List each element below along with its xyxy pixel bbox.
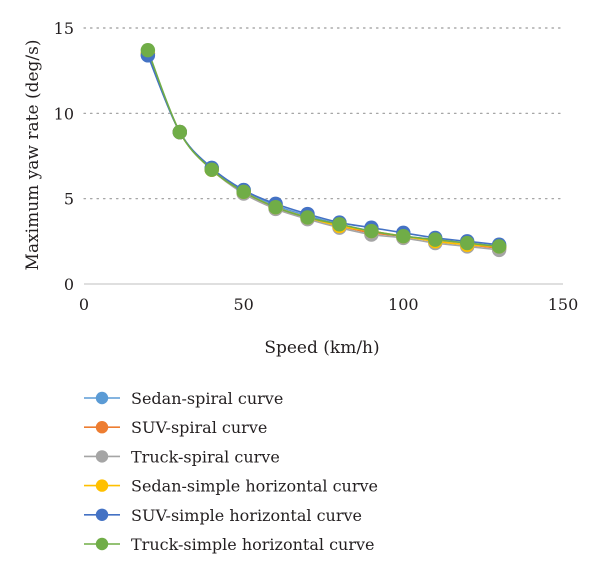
legend-item: Sedan-simple horizontal curve xyxy=(84,477,378,496)
legend-marker xyxy=(95,391,109,405)
legend-marker xyxy=(95,537,109,551)
legend-label: SUV-spiral curve xyxy=(131,418,267,437)
x-tick-label: 100 xyxy=(388,295,419,314)
data-point xyxy=(268,200,283,215)
legend-marker xyxy=(95,508,109,521)
data-point xyxy=(204,162,219,177)
data-point xyxy=(396,229,411,244)
x-tick-label: 50 xyxy=(233,295,253,314)
legend-marker xyxy=(95,479,109,492)
data-point xyxy=(364,223,379,239)
legend-marker xyxy=(95,450,109,463)
x-axis-title: Speed (km/h) xyxy=(264,338,379,358)
legend-label: Truck-spiral curve xyxy=(131,447,280,466)
series-markers xyxy=(140,42,507,258)
data-point xyxy=(428,232,443,247)
legend-item: Truck-simple horizontal curve xyxy=(84,535,374,554)
data-point xyxy=(332,217,347,232)
data-point xyxy=(300,210,315,225)
y-tick-label: 5 xyxy=(64,190,74,209)
series-lines xyxy=(147,49,500,251)
legend-item: SUV-spiral curve xyxy=(84,418,267,437)
series-line xyxy=(147,53,500,248)
legend-item: SUV-simple horizontal curve xyxy=(84,506,362,525)
data-point xyxy=(236,184,251,200)
legend-label: SUV-simple horizontal curve xyxy=(131,506,362,525)
series-line xyxy=(147,49,500,248)
y-axis-title: Maximum yaw rate (deg/s) xyxy=(23,40,43,271)
data-point xyxy=(491,239,507,254)
series-line xyxy=(147,54,500,246)
y-tick-label: 15 xyxy=(54,19,74,38)
legend-label: Truck-simple horizontal curve xyxy=(131,535,374,554)
gridlines xyxy=(83,27,564,200)
data-point xyxy=(140,42,156,58)
legend-label: Sedan-spiral curve xyxy=(131,389,283,408)
legend-marker xyxy=(95,421,109,434)
x-tick-label: 150 xyxy=(548,295,579,314)
data-point xyxy=(172,124,187,140)
legend-item: Sedan-spiral curve xyxy=(84,389,283,408)
legend-item: Truck-spiral curve xyxy=(84,447,280,466)
legend-label: Sedan-simple horizontal curve xyxy=(131,477,378,496)
y-tick-label: 0 xyxy=(64,275,74,294)
y-tick-label: 10 xyxy=(54,104,74,123)
x-tick-label: 0 xyxy=(79,295,89,314)
data-point xyxy=(460,235,475,251)
legend: Sedan-spiral curve SUV-spiral curve Truck-… xyxy=(84,389,378,554)
